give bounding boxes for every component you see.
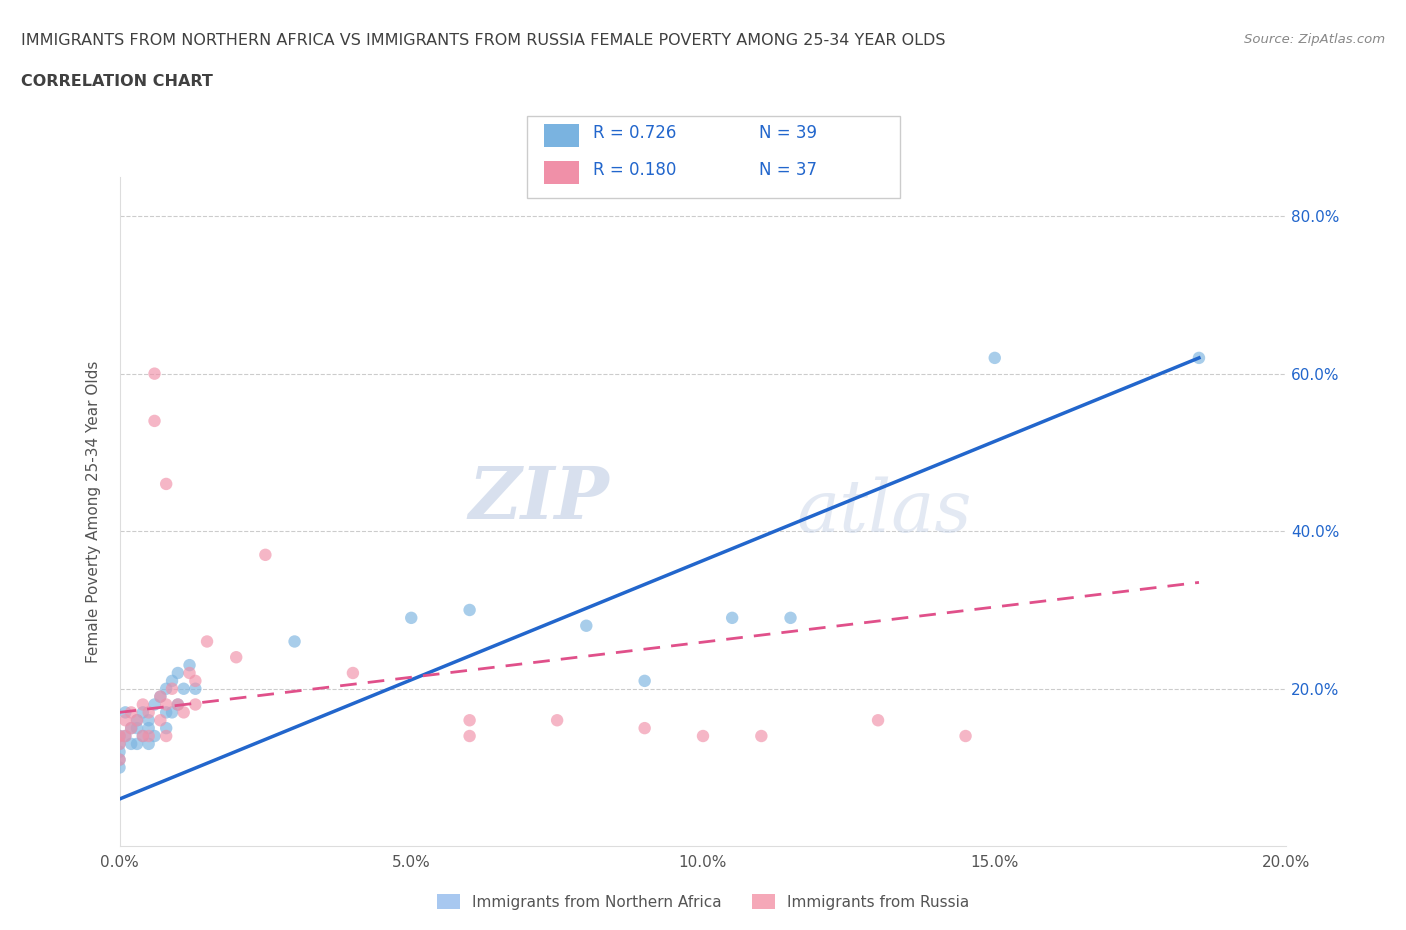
Point (132, 728, 155, 743)
Point (108, 737, 131, 751)
Point (108, 744, 131, 759)
Point (114, 728, 136, 743)
Point (138, 721, 160, 736)
Point (342, 666, 364, 681)
Text: CORRELATION CHART: CORRELATION CHART (21, 74, 212, 89)
Point (108, 752, 131, 767)
Point (721, 610, 744, 625)
Point (173, 682, 195, 697)
Point (149, 689, 172, 704)
Point (166, 698, 188, 712)
Point (108, 752, 131, 767)
Point (138, 737, 160, 751)
Point (546, 712, 568, 727)
Point (120, 721, 142, 736)
Point (138, 712, 160, 727)
Point (160, 682, 183, 697)
Point (138, 705, 160, 720)
Point (125, 721, 148, 736)
Point (633, 721, 655, 736)
Point (155, 728, 177, 743)
Point (155, 721, 177, 736)
Point (955, 728, 977, 743)
Text: Source: ZipAtlas.com: Source: ZipAtlas.com (1244, 33, 1385, 46)
Point (125, 737, 148, 751)
Text: ZIP: ZIP (468, 462, 610, 534)
Point (155, 698, 177, 712)
Point (749, 728, 772, 743)
Point (779, 610, 801, 625)
Point (575, 618, 598, 633)
Point (179, 666, 201, 681)
Point (179, 658, 201, 672)
Point (283, 634, 307, 649)
Text: N = 37: N = 37 (759, 161, 817, 179)
Point (399, 610, 422, 625)
Point (155, 682, 177, 697)
Point (120, 737, 142, 751)
Point (184, 698, 207, 712)
Point (254, 548, 277, 563)
Point (633, 673, 655, 688)
Point (108, 728, 131, 743)
Point (114, 705, 136, 720)
Point (132, 705, 155, 720)
Point (184, 682, 207, 697)
Point (108, 728, 131, 743)
Point (195, 634, 218, 649)
Point (143, 698, 166, 712)
Point (155, 705, 177, 720)
Point (132, 698, 155, 712)
Point (143, 366, 166, 381)
Point (160, 705, 183, 720)
Point (225, 650, 247, 665)
Point (1188, 351, 1211, 365)
Point (173, 705, 195, 720)
Point (108, 737, 131, 751)
Point (866, 712, 889, 727)
Point (983, 351, 1005, 365)
Text: R = 0.726: R = 0.726 (593, 124, 676, 142)
Point (132, 728, 155, 743)
Point (160, 673, 183, 688)
Point (149, 689, 172, 704)
Point (692, 728, 714, 743)
Point (184, 673, 207, 688)
Point (458, 603, 481, 618)
Point (458, 728, 481, 743)
Y-axis label: Female Poverty Among 25-34 Year Olds: Female Poverty Among 25-34 Year Olds (86, 360, 101, 663)
Point (143, 728, 166, 743)
Point (155, 476, 177, 491)
Point (125, 712, 148, 727)
Point (114, 728, 136, 743)
Point (458, 712, 481, 727)
Point (114, 712, 136, 727)
Point (166, 698, 188, 712)
Point (125, 712, 148, 727)
Point (120, 721, 142, 736)
Point (149, 712, 172, 727)
Legend: Immigrants from Northern Africa, Immigrants from Russia: Immigrants from Northern Africa, Immigra… (430, 887, 976, 916)
Point (138, 728, 160, 743)
Text: N = 39: N = 39 (759, 124, 817, 142)
Point (108, 760, 131, 775)
Text: IMMIGRANTS FROM NORTHERN AFRICA VS IMMIGRANTS FROM RUSSIA FEMALE POVERTY AMONG 2: IMMIGRANTS FROM NORTHERN AFRICA VS IMMIG… (21, 33, 946, 47)
Text: atlas: atlas (796, 476, 972, 547)
Point (120, 705, 142, 720)
Text: R = 0.180: R = 0.180 (593, 161, 676, 179)
Point (166, 666, 188, 681)
Point (143, 414, 166, 429)
